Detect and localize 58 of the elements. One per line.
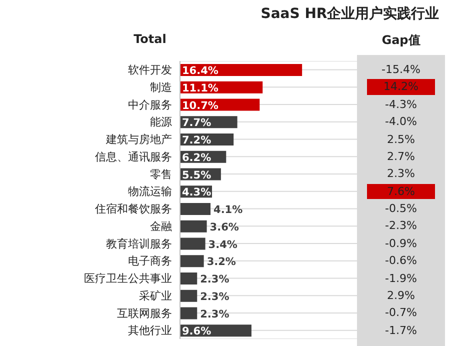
y-tick-label: 零售: [150, 168, 172, 181]
data-label: 3.2%: [206, 256, 236, 268]
bar: [180, 255, 204, 268]
data-label: 7.6%: [367, 184, 435, 199]
data-label: 10.7%: [182, 100, 219, 112]
text: SaaS HR企业用户实践行业: [260, 5, 440, 23]
data-label: -15.4%: [380, 62, 422, 78]
data-label: -0.5%: [384, 201, 418, 216]
data-label: 3.4%: [208, 238, 238, 251]
bar: [180, 290, 198, 302]
bar: [180, 238, 206, 250]
y-tick-label: 医疗卫生公共事业: [84, 272, 172, 286]
data-label: 3.6%: [210, 221, 240, 234]
text: Gap值: [380, 32, 422, 49]
y-tick-label: 其他行业: [128, 324, 172, 338]
data-label: 9.6%: [182, 326, 212, 338]
data-label: -0.9%: [384, 236, 418, 252]
data-label: -1.9%: [384, 270, 418, 286]
data-label: 2.3%: [386, 166, 416, 182]
data-label: 14.2%: [367, 79, 435, 95]
data-label: -0.6%: [384, 253, 418, 268]
bar: [180, 272, 198, 284]
data-label: 2.3%: [200, 274, 230, 286]
bar: [180, 220, 207, 232]
data-label: 4.1%: [214, 204, 244, 216]
data-label: 6.2%: [182, 152, 212, 164]
data-label: -4.0%: [384, 114, 418, 130]
data-label: 7.2%: [182, 134, 212, 146]
bar: [180, 203, 211, 215]
data-label: -0.7%: [384, 305, 418, 321]
bar: [180, 307, 198, 320]
data-label: 5.5%: [182, 169, 212, 182]
y-tick-label: 住宿和餐饮服务: [95, 202, 172, 216]
data-label: 4.3%: [182, 186, 212, 199]
y-tick-label: 物流运输: [128, 185, 172, 198]
data-label: -1.7%: [384, 322, 418, 338]
y-tick-label: 教育培训服务: [106, 237, 172, 250]
y-tick-label: 制造: [150, 80, 172, 94]
data-label: 11.1%: [182, 82, 219, 94]
data-label: 2.5%: [386, 132, 416, 147]
y-tick-label: 软件开发: [128, 64, 172, 77]
y-tick-label: 信息、通讯服务: [95, 150, 172, 164]
chart-subtitle: Total: [132, 32, 168, 46]
y-tick-label: 能源: [150, 116, 172, 129]
data-label: 7.7%: [182, 117, 212, 130]
data-label: 2.3%: [200, 290, 230, 303]
data-label: 2.3%: [200, 308, 230, 320]
data-label: 2.7%: [386, 148, 416, 164]
data-label: 2.9%: [386, 288, 416, 304]
y-tick-label: 互联网服务: [117, 306, 172, 320]
data-label: -4.3%: [384, 96, 418, 112]
y-tick-label: 采矿业: [139, 289, 172, 302]
y-tick-label: 建筑与房地产: [105, 133, 172, 146]
y-tick-label: 金融: [150, 220, 172, 233]
y-tick-label: 中介服务: [128, 98, 172, 112]
y-tick-label: 电子商务: [128, 254, 172, 268]
data-label: -2.3%: [384, 218, 418, 234]
data-label: 16.4%: [182, 65, 219, 77]
